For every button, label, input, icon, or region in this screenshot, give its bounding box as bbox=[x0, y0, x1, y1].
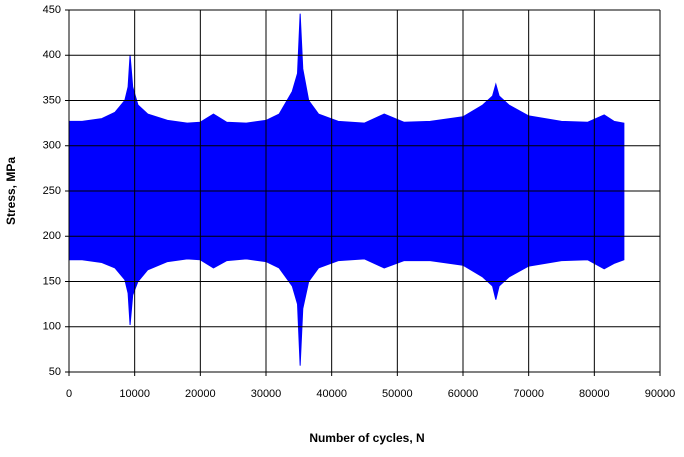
y-tick-label: 450 bbox=[43, 4, 61, 16]
y-tick-label: 400 bbox=[43, 49, 61, 61]
x-tick-label: 40000 bbox=[316, 388, 347, 400]
stress-band bbox=[68, 13, 625, 366]
x-tick-label: 60000 bbox=[448, 388, 479, 400]
y-axis-title: Stress, MPa bbox=[4, 157, 18, 225]
x-tick-label: 80000 bbox=[579, 388, 610, 400]
x-tick-label: 20000 bbox=[185, 388, 216, 400]
x-axis-title: Number of cycles, N bbox=[309, 431, 424, 445]
y-tick-label: 200 bbox=[43, 230, 61, 242]
x-tick-label: 10000 bbox=[119, 388, 150, 400]
x-tick-label: 90000 bbox=[645, 388, 676, 400]
y-tick-label: 300 bbox=[43, 140, 61, 152]
x-tick-label: 70000 bbox=[513, 388, 544, 400]
y-tick-label: 100 bbox=[43, 321, 61, 333]
y-tick-label: 350 bbox=[43, 94, 61, 106]
y-tick-label: 250 bbox=[43, 185, 61, 197]
y-tick-label: 150 bbox=[43, 275, 61, 287]
x-tick-label: 0 bbox=[66, 388, 72, 400]
x-tick-label: 30000 bbox=[251, 388, 282, 400]
x-tick-label: 50000 bbox=[382, 388, 413, 400]
y-tick-label: 50 bbox=[49, 366, 61, 378]
